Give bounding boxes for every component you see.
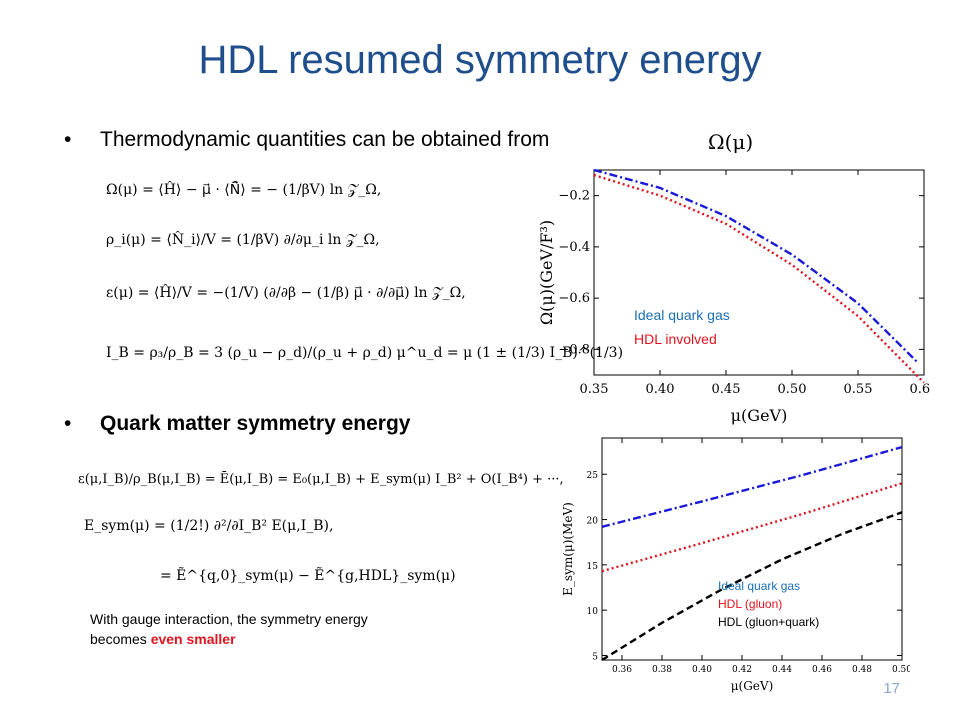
- equation-rho: ρ_i(μ) = ⟨N̂_i⟩/V = (1/βV) ∂/∂μ_i ln 𝒵_Ω…: [106, 232, 380, 248]
- x-tick-label: 0.50: [778, 382, 807, 397]
- y-axis-label: E_sym(μ)(MeV): [561, 502, 575, 596]
- legend-entry: Ideal quark gas: [634, 307, 730, 323]
- series-line: [593, 173, 925, 384]
- equation-esym: E_sym(μ) = (1/2!) ∂²/∂I_B² E(μ,I_B),: [84, 518, 334, 534]
- x-tick-label: 0.55: [844, 382, 873, 397]
- x-tick-label: 0.46: [812, 665, 832, 675]
- equation-esym-split: = Ẽ^{q,0}_sym(μ) − Ẽ^{g,HDL}_sym(μ): [160, 568, 456, 584]
- series-line: [593, 168, 919, 364]
- omega-formula: Ω(μ): [708, 130, 754, 154]
- y-tick-label: 15: [587, 562, 599, 572]
- y-tick-label: 10: [587, 607, 599, 617]
- x-tick-label: 0.48: [852, 665, 872, 675]
- plot-frame: [593, 169, 925, 376]
- x-axis-label: μ(GeV): [731, 679, 774, 693]
- x-tick-label: 0.38: [652, 665, 672, 675]
- y-tick-label: −0.4: [558, 240, 590, 255]
- legend-entry: HDL (gluon): [718, 597, 782, 611]
- x-tick-label: 0.50: [892, 665, 910, 675]
- series-line: [601, 445, 903, 528]
- x-tick-label: 0.36: [612, 665, 632, 675]
- y-tick-label: −0.6: [558, 291, 590, 306]
- legend-entry: Ideal quark gas: [718, 579, 800, 593]
- note-line-2: becomes even smaller: [90, 629, 368, 649]
- series-line: [601, 511, 903, 662]
- bullet-dot-icon: •: [64, 412, 72, 435]
- x-tick-label: 0.35: [580, 382, 609, 397]
- x-axis-label: μ(GeV): [731, 406, 788, 425]
- bullet-text: Thermodynamic quantities can be obtained…: [100, 128, 550, 151]
- y-axis-label: Ω(μ)(GeV/F³): [537, 220, 556, 325]
- omega-chart: 0.35 0.40 0.45 0.50 0.55 0.60 −0.2 −0.4 −0.6 −0.8…: [537, 168, 930, 425]
- bullet-symmetry-energy: • Quark matter symmetry energy: [64, 412, 411, 436]
- y-tick-label: −0.2: [558, 189, 590, 204]
- bullet-dot-icon: •: [64, 128, 72, 151]
- y-tick-label: −0.8: [558, 342, 590, 357]
- slide-title: HDL resumed symmetry energy: [198, 38, 762, 82]
- bullet-thermodynamic: • Thermodynamic quantities can be obtain…: [64, 128, 753, 154]
- note-highlight: even smaller: [150, 631, 236, 647]
- y-tick-label: 20: [587, 517, 599, 527]
- x-tick-label: 0.45: [712, 382, 741, 397]
- legend-entry: HDL (gluon+quark): [718, 615, 819, 629]
- equation-isospin: I_B = ρ₃/ρ_B = 3 (ρ_u − ρ_d)/(ρ_u + ρ_d)…: [106, 345, 624, 361]
- x-tick-label: 0.40: [692, 665, 712, 675]
- note-text: With gauge interaction, the symmetry ene…: [90, 609, 368, 649]
- plot-frame: [601, 437, 903, 661]
- equation-epsilon: ε(μ) = ⟨Ĥ⟩/V = −(1/V) (∂/∂β − (1/β) μ⃗ ·…: [106, 285, 466, 301]
- equation-energy-expansion: ε(μ,I_B)/ρ_B(μ,I_B) = Ē(μ,I_B) = E₀(μ,I_…: [78, 472, 564, 487]
- x-tick-label: 0.40: [646, 382, 675, 397]
- series-line: [601, 482, 903, 573]
- legend-entry: HDL involved: [634, 331, 717, 347]
- equation-omega: Ω(μ) = ⟨Ĥ⟩ − μ⃗ · ⟨N̂⃗⟩ = − (1/βV) ln 𝒵_…: [106, 182, 382, 198]
- page-number: 17: [883, 680, 900, 697]
- x-tick-label: 0.42: [732, 665, 752, 675]
- note-prefix: becomes: [90, 631, 151, 647]
- y-tick-label: 5: [592, 652, 598, 662]
- bullet-text: Quark matter symmetry energy: [100, 412, 411, 435]
- symmetry-energy-chart: 0.36 0.38 0.40 0.42 0.44 0.46 0.48 0.50 5 10 15 20 2…: [561, 437, 910, 693]
- note-line-1: With gauge interaction, the symmetry ene…: [90, 611, 368, 627]
- x-tick-label: 0.60: [910, 382, 930, 397]
- y-tick-label: 25: [587, 471, 599, 481]
- x-tick-label: 0.44: [772, 665, 792, 675]
